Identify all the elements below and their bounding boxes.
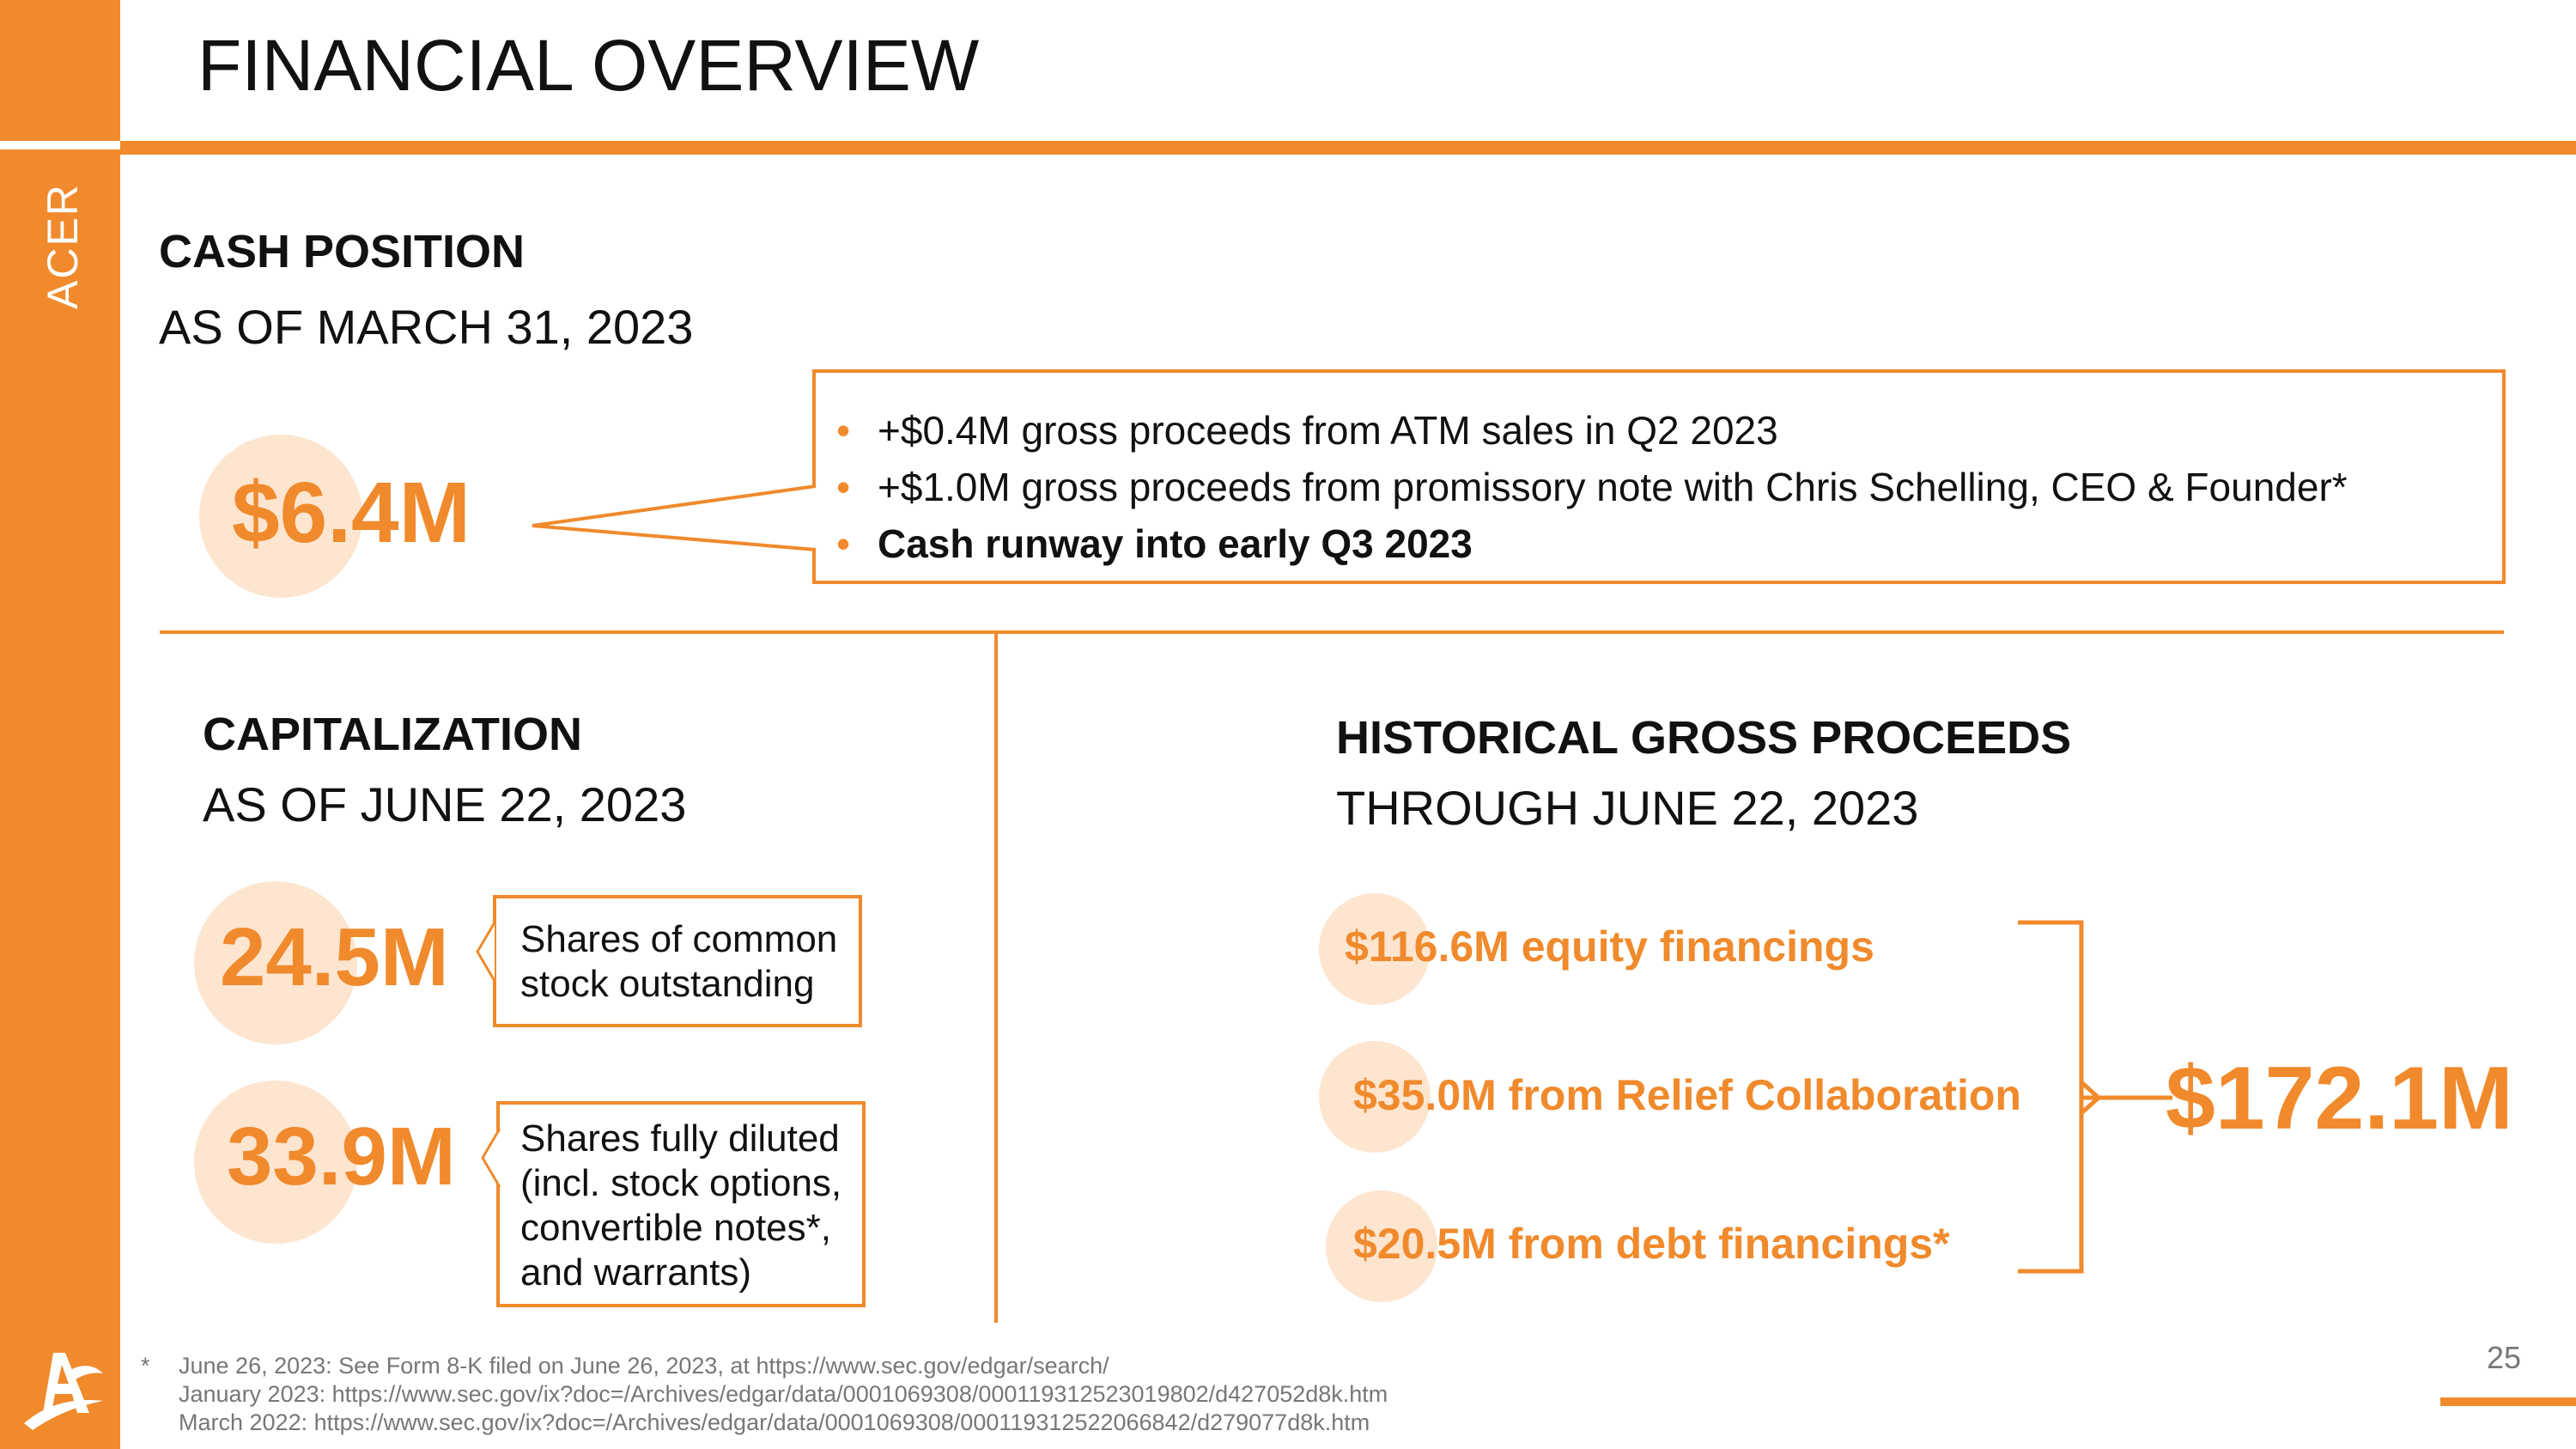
bullet-icon: • <box>836 521 851 566</box>
section-divider-horizontal <box>160 630 2504 634</box>
shares-outstanding-value: 24.5M <box>220 911 449 1003</box>
cash-callout-box: • +$0.4M gross proceeds from ATM sales in… <box>812 369 2506 584</box>
shares-outstanding-box: Shares of common stock outstanding <box>493 895 862 1027</box>
proceeds-total: $172.1M <box>2166 1049 2513 1148</box>
proceeds-heading: HISTORICAL GROSS PROCEEDS <box>1336 712 2072 764</box>
page-number: 25 <box>2487 1340 2522 1375</box>
shares-outstanding-circle <box>194 881 357 1044</box>
cash-amount: $6.4M <box>232 465 471 561</box>
proceeds-debt: $20.5M from debt financings* <box>1353 1220 1950 1268</box>
proceeds-relief: $35.0M from Relief Collaboration <box>1353 1071 2021 1119</box>
capitalization-subheading: AS OF JUNE 22, 2023 <box>203 777 687 831</box>
list-item: • Cash runway into early Q3 2023 <box>816 515 2502 572</box>
footnote-line: January 2023: https://www.sec.gov/ix?doc… <box>179 1381 1388 1407</box>
capitalization-heading: CAPITALIZATION <box>203 709 582 760</box>
proceeds-equity-circle <box>1319 893 1431 1005</box>
section-divider-vertical <box>994 634 998 1323</box>
bullet-icon: • <box>836 408 851 453</box>
sidebar-label: ACER <box>39 183 87 309</box>
footnote-line: June 26, 2023: See Form 8-K filed on Jun… <box>179 1353 1109 1379</box>
proceeds-debt-circle <box>1326 1190 1437 1302</box>
cash-circle <box>199 435 362 598</box>
proceeds-equity: $116.6M equity financings <box>1345 922 1874 971</box>
cash-bullet-list: • +$0.4M gross proceeds from ATM sales in… <box>816 402 2502 572</box>
bullet-icon: • <box>836 465 851 509</box>
page-title: FINANCIAL OVERVIEW <box>197 25 980 106</box>
proceeds-subheading: THROUGH JUNE 22, 2023 <box>1336 781 1919 835</box>
shares-diluted-circle <box>194 1081 357 1244</box>
cash-subheading: AS OF MARCH 31, 2023 <box>159 300 694 354</box>
proceeds-relief-circle <box>1319 1041 1431 1153</box>
shares-outstanding-desc: Shares of common stock outstanding <box>520 918 838 1005</box>
list-item: • +$1.0M gross proceeds from promissory n… <box>816 459 2502 515</box>
cash-callout-pointer <box>532 484 817 551</box>
sidebar-band <box>0 0 120 1449</box>
header-rule <box>120 141 2576 155</box>
footnote-line: March 2022: https://www.sec.gov/ix?doc=/… <box>179 1409 1370 1435</box>
shares-outstanding-pointer <box>476 922 496 982</box>
shares-diluted-pointer <box>481 1128 501 1188</box>
page-number-rule <box>2440 1397 2576 1406</box>
sidebar-divider <box>0 141 120 149</box>
footnote: June 26, 2023: See Form 8-K filed on Jun… <box>179 1352 1388 1437</box>
shares-diluted-desc: Shares fully diluted (incl. stock option… <box>520 1117 842 1294</box>
acer-logo-icon <box>24 1353 103 1430</box>
cash-heading: CASH POSITION <box>159 226 526 277</box>
shares-diluted-value: 33.9M <box>227 1111 456 1202</box>
proceeds-bracket <box>2018 920 2172 1274</box>
footnote-marker: * <box>141 1353 150 1379</box>
shares-diluted-box: Shares fully diluted (incl. stock option… <box>496 1101 866 1307</box>
list-item: • +$0.4M gross proceeds from ATM sales in… <box>816 402 2502 459</box>
